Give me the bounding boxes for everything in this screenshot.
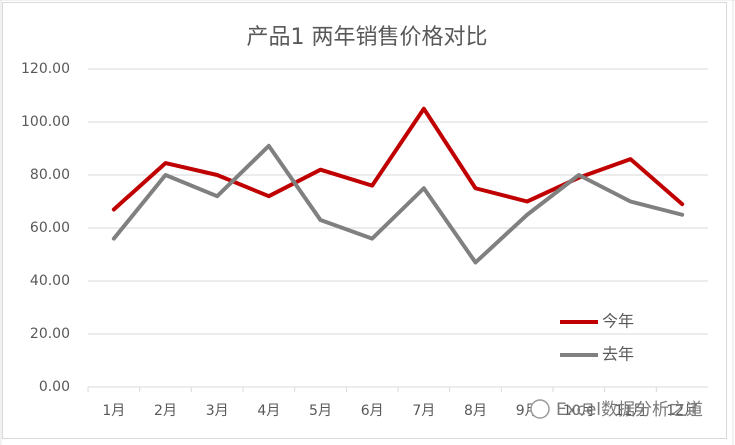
watermark-icon xyxy=(530,399,550,419)
y-tick-label: 60.00 xyxy=(30,220,70,236)
y-tick-label: 80.00 xyxy=(30,167,70,183)
x-tick-label: 6月 xyxy=(361,403,384,419)
x-tick-label: 8月 xyxy=(464,403,487,419)
x-tick-label: 10月 xyxy=(563,403,595,419)
legend-label: 今年 xyxy=(602,312,634,331)
y-tick-label: 120.00 xyxy=(21,61,70,77)
watermark: Excel数据分析之道 xyxy=(530,399,703,420)
x-tick-label: 11月 xyxy=(615,403,647,419)
y-tick-label: 20.00 xyxy=(30,326,70,342)
x-tick-label: 3月 xyxy=(206,403,229,419)
x-tick-label: 2月 xyxy=(154,403,177,419)
x-tick-label: 12月 xyxy=(666,403,698,419)
x-tick-label: 5月 xyxy=(309,403,332,419)
y-tick-label: 100.00 xyxy=(21,114,70,130)
y-tick-label: 40.00 xyxy=(30,273,70,289)
chart-area xyxy=(2,2,727,439)
chart-title: 产品1 两年销售价格对比 xyxy=(247,25,488,50)
watermark-text: Excel数据分析之道 xyxy=(556,400,703,420)
legend-label: 去年 xyxy=(602,345,634,364)
series-line xyxy=(111,143,685,265)
series-line xyxy=(111,106,685,212)
x-tick-label: 7月 xyxy=(412,403,435,419)
x-tick-label: 4月 xyxy=(257,403,280,419)
x-tick-label: 1月 xyxy=(102,403,125,419)
y-tick-label: 0.00 xyxy=(39,379,70,395)
